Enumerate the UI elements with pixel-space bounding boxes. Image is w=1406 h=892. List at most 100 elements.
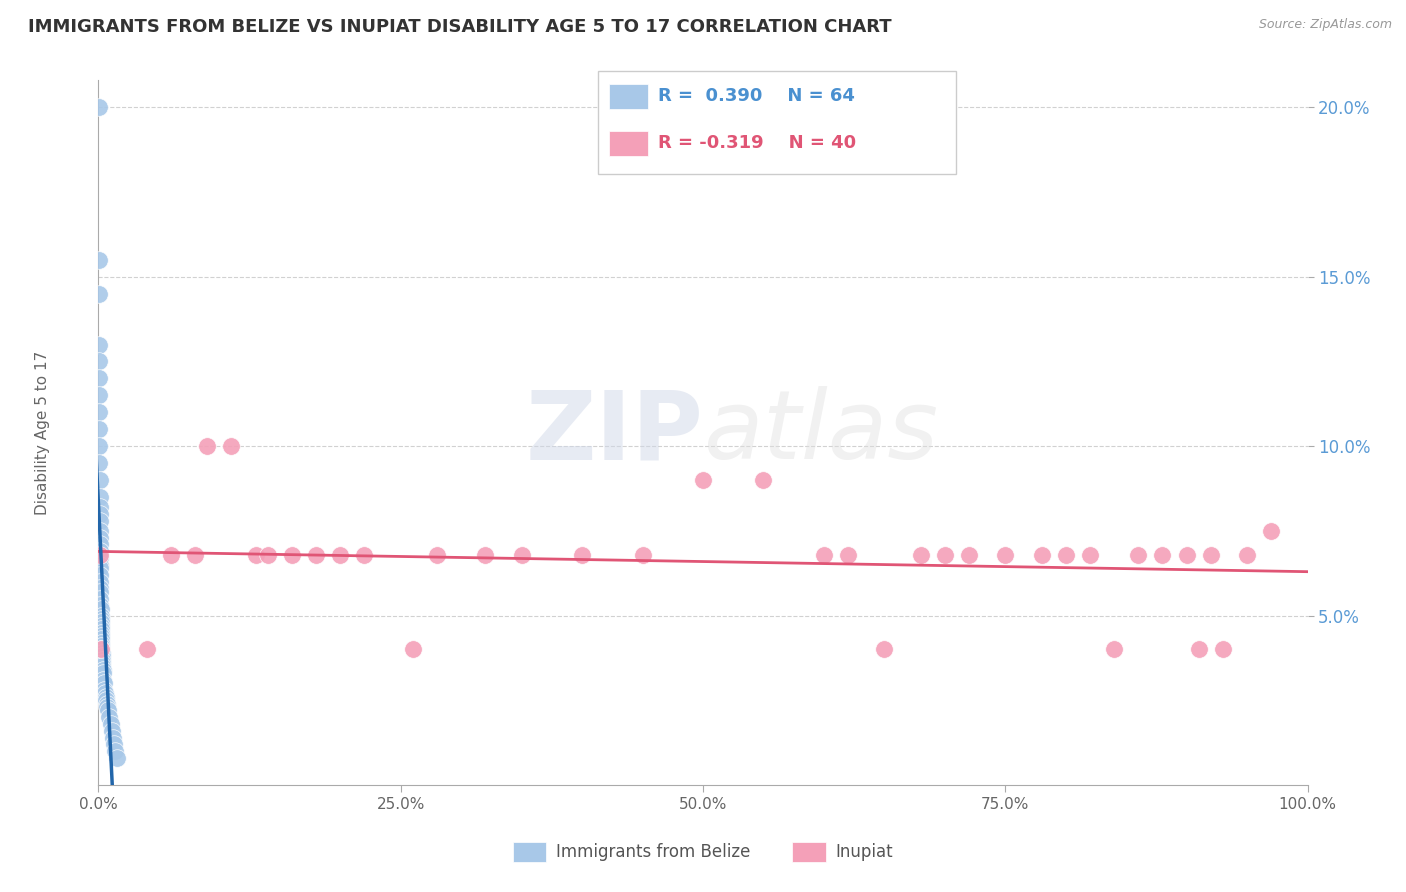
Point	[90, 615, 112, 630]
Point	[426, 548, 449, 562]
Point	[91, 666, 114, 681]
Point	[195, 439, 218, 453]
Point	[837, 548, 859, 562]
Point	[221, 439, 243, 453]
Point	[89, 551, 111, 566]
Text: ZIP: ZIP	[524, 386, 703, 479]
Point	[97, 703, 120, 717]
Point	[90, 646, 112, 660]
Point	[1102, 642, 1125, 657]
Text: R =  0.390    N = 64: R = 0.390 N = 64	[658, 87, 855, 105]
Point	[692, 473, 714, 487]
Point	[1199, 548, 1222, 562]
Point	[752, 473, 775, 487]
Point	[89, 591, 111, 606]
Point	[93, 676, 115, 690]
Point	[873, 642, 896, 657]
Point	[1260, 524, 1282, 538]
Point	[89, 422, 111, 436]
Point	[90, 625, 112, 640]
Point	[101, 731, 124, 745]
Point	[813, 548, 835, 562]
Point	[93, 683, 115, 698]
Point	[90, 639, 112, 653]
Point	[105, 751, 128, 765]
Point	[184, 548, 207, 562]
Point	[104, 744, 127, 758]
Point	[934, 548, 956, 562]
Point	[96, 697, 118, 711]
Point	[89, 456, 111, 470]
Point	[957, 548, 980, 562]
Point	[103, 737, 125, 751]
Point	[91, 656, 114, 670]
Text: IMMIGRANTS FROM BELIZE VS INUPIAT DISABILITY AGE 5 TO 17 CORRELATION CHART: IMMIGRANTS FROM BELIZE VS INUPIAT DISABI…	[28, 18, 891, 36]
Point	[89, 558, 111, 572]
Point	[402, 642, 425, 657]
Point	[87, 354, 110, 368]
Point	[245, 548, 267, 562]
Point	[89, 537, 111, 551]
Point	[89, 388, 111, 402]
Text: R = -0.319    N = 40: R = -0.319 N = 40	[658, 134, 856, 152]
Point	[1188, 642, 1211, 657]
Point	[89, 500, 111, 515]
Point	[510, 548, 533, 562]
Point	[90, 601, 112, 615]
Point	[89, 574, 111, 589]
Point	[91, 673, 114, 687]
Point	[89, 405, 111, 419]
Point	[353, 548, 375, 562]
Point	[89, 531, 111, 545]
Point	[90, 632, 112, 647]
Text: Source: ZipAtlas.com: Source: ZipAtlas.com	[1258, 18, 1392, 31]
Point	[87, 286, 110, 301]
Point	[910, 548, 932, 562]
Text: atlas: atlas	[703, 386, 938, 479]
Point	[100, 723, 122, 738]
Point	[90, 642, 112, 657]
Point	[91, 663, 114, 677]
Point	[160, 548, 183, 562]
Point	[89, 473, 111, 487]
Point	[90, 652, 112, 666]
Point	[89, 490, 111, 504]
Point	[89, 544, 111, 558]
Point	[89, 439, 111, 453]
Point	[87, 100, 110, 114]
Point	[89, 514, 111, 528]
Point	[89, 585, 111, 599]
Point	[100, 717, 122, 731]
Y-axis label: Disability Age 5 to 17: Disability Age 5 to 17	[35, 351, 49, 515]
Point	[89, 524, 111, 538]
Point	[474, 548, 496, 562]
Legend: Immigrants from Belize, Inupiat: Immigrants from Belize, Inupiat	[506, 836, 900, 868]
Point	[89, 599, 111, 613]
Point	[87, 252, 110, 267]
Point	[256, 548, 278, 562]
Point	[89, 507, 111, 521]
Point	[90, 649, 112, 664]
Point	[631, 548, 654, 562]
Point	[90, 635, 112, 649]
Point	[96, 693, 118, 707]
Point	[91, 659, 114, 673]
Point	[87, 371, 110, 385]
Point	[281, 548, 304, 562]
Point	[90, 642, 112, 657]
Point	[1212, 642, 1234, 657]
Point	[1152, 548, 1174, 562]
Point	[90, 622, 112, 636]
Point	[1175, 548, 1198, 562]
Point	[329, 548, 352, 562]
Point	[90, 612, 112, 626]
Point	[90, 608, 112, 623]
Point	[90, 629, 112, 643]
Point	[135, 642, 157, 657]
Point	[90, 618, 112, 632]
Point	[94, 690, 117, 704]
Point	[1054, 548, 1077, 562]
Point	[87, 337, 110, 351]
Point	[94, 686, 117, 700]
Point	[89, 561, 111, 575]
